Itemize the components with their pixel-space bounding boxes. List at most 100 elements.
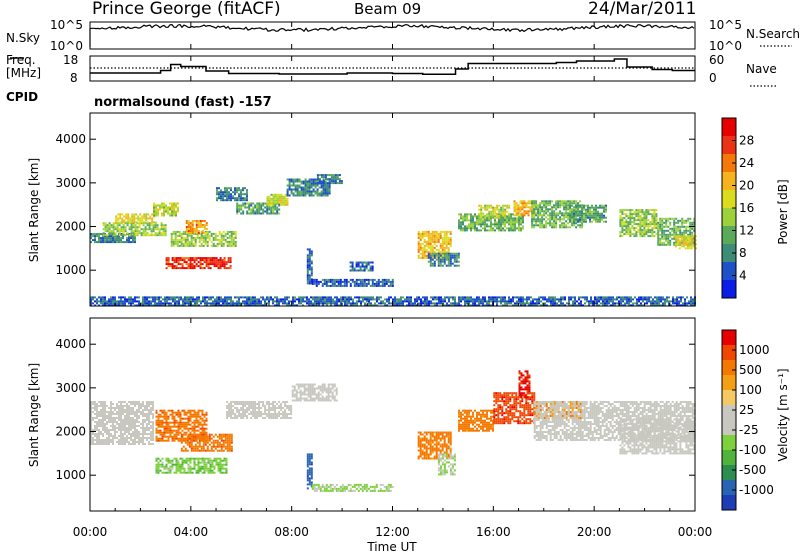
power-cell xyxy=(320,296,322,299)
power-cell xyxy=(218,238,221,241)
power-cell xyxy=(674,302,676,305)
power-cell xyxy=(330,178,333,181)
power-cell xyxy=(179,267,182,270)
power-cell xyxy=(110,239,112,242)
power-cell xyxy=(179,259,182,262)
power-cell xyxy=(628,296,630,299)
power-cell xyxy=(332,178,335,181)
power-cell xyxy=(569,218,571,221)
power-cell xyxy=(478,214,481,217)
power-cell xyxy=(314,182,317,185)
power-cell xyxy=(144,296,146,299)
power-cell xyxy=(252,202,255,205)
power-cell xyxy=(436,298,438,301)
power-cell xyxy=(306,280,309,283)
power-cell xyxy=(486,300,488,303)
power-cell xyxy=(227,267,230,270)
power-cell xyxy=(288,302,290,305)
power-cell xyxy=(563,208,566,211)
power-cell xyxy=(158,296,160,299)
power-cell xyxy=(679,219,682,222)
power-cell xyxy=(122,230,125,233)
power-cell xyxy=(447,258,450,261)
power-cell xyxy=(496,221,498,224)
power-cell xyxy=(327,284,330,287)
velocity-cell xyxy=(132,431,134,433)
power-cell xyxy=(669,227,672,230)
power-cell xyxy=(679,225,682,228)
power-cell xyxy=(268,203,271,206)
power-cell xyxy=(322,304,324,307)
power-cell xyxy=(429,256,432,259)
power-cell xyxy=(427,260,430,263)
power-cell xyxy=(569,210,571,213)
power-cell xyxy=(96,233,98,236)
power-cell xyxy=(447,236,450,239)
power-cell xyxy=(276,302,278,305)
power-cell xyxy=(208,234,211,237)
power-cell xyxy=(464,215,466,218)
power-cell xyxy=(482,219,484,222)
power-cell xyxy=(593,214,595,217)
noise-sky-trace xyxy=(89,23,695,47)
power-cell xyxy=(230,302,232,305)
power-cell xyxy=(308,276,311,279)
power-cell xyxy=(194,242,197,245)
power-cell xyxy=(532,300,534,303)
power-cell xyxy=(250,300,252,303)
power-cell xyxy=(310,300,312,303)
power-cell xyxy=(635,233,638,236)
power-cell xyxy=(480,204,483,207)
power-cell xyxy=(595,206,597,209)
power-cell xyxy=(209,259,212,262)
velocity-cell xyxy=(169,427,172,430)
power-cell xyxy=(565,208,568,211)
power-cell xyxy=(203,267,206,270)
power-cell xyxy=(323,280,326,283)
power-cell xyxy=(472,221,474,224)
power-cell xyxy=(402,296,404,299)
power-cell xyxy=(123,221,126,224)
power-cell xyxy=(565,220,568,223)
power-cell xyxy=(220,191,222,194)
power-cell xyxy=(234,187,236,190)
velocity-cell xyxy=(155,419,158,422)
power-cell xyxy=(681,217,684,220)
power-cell xyxy=(522,221,524,224)
power-cell xyxy=(260,296,262,299)
velocity-cell xyxy=(155,435,158,438)
power-cell xyxy=(248,300,250,303)
power-cell xyxy=(486,304,488,307)
power-cell xyxy=(272,203,275,206)
power-cell xyxy=(512,225,514,228)
power-cell xyxy=(188,300,190,303)
power-cell xyxy=(417,250,420,253)
velocity-cell xyxy=(142,405,144,407)
power-cell xyxy=(690,235,693,238)
power-cell xyxy=(193,230,196,232)
power-cell xyxy=(437,264,440,267)
power-cell xyxy=(270,199,273,202)
power-cell xyxy=(321,284,324,287)
power-cell xyxy=(429,240,432,243)
power-cell xyxy=(482,215,484,218)
power-cell xyxy=(136,228,139,231)
power-cell xyxy=(488,204,491,207)
power-cell xyxy=(195,263,198,266)
velocity-cell xyxy=(98,429,100,431)
velocity-cell xyxy=(112,403,114,405)
power-cell xyxy=(687,219,690,222)
power-cell xyxy=(496,298,498,301)
power-cell xyxy=(478,204,481,207)
power-cell xyxy=(681,221,684,224)
power-cell xyxy=(324,178,327,181)
power-cell xyxy=(178,296,180,299)
power-cell xyxy=(563,216,566,219)
power-cell xyxy=(290,190,293,193)
velocity-cell xyxy=(177,409,180,412)
power-cell xyxy=(433,254,436,257)
power-cell xyxy=(199,222,202,224)
power-cell xyxy=(443,246,446,249)
power-cell xyxy=(575,226,578,229)
power-cell xyxy=(158,304,160,307)
